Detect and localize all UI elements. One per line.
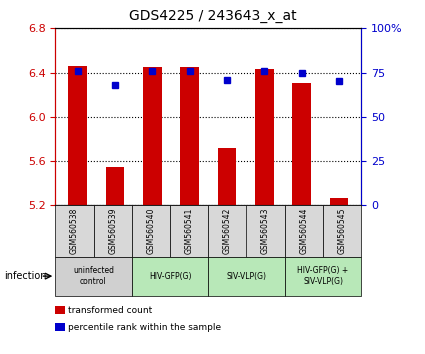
Bar — [106, 167, 124, 205]
Text: percentile rank within the sample: percentile rank within the sample — [68, 322, 221, 332]
Text: GSM560544: GSM560544 — [299, 208, 309, 254]
Text: HIV-GFP(G): HIV-GFP(G) — [149, 272, 191, 281]
Bar — [255, 69, 274, 205]
Text: GSM560538: GSM560538 — [70, 208, 79, 254]
Bar — [292, 82, 311, 205]
Text: GSM560539: GSM560539 — [108, 208, 117, 254]
Text: uninfected
control: uninfected control — [73, 267, 114, 286]
Text: GSM560545: GSM560545 — [337, 208, 347, 254]
Text: SIV-VLP(G): SIV-VLP(G) — [227, 272, 266, 281]
Bar — [180, 67, 199, 205]
Bar — [218, 148, 236, 205]
Bar — [143, 67, 162, 205]
Text: GSM560540: GSM560540 — [146, 208, 156, 254]
Text: GSM560542: GSM560542 — [223, 208, 232, 254]
Text: GSM560543: GSM560543 — [261, 208, 270, 254]
Text: GDS4225 / 243643_x_at: GDS4225 / 243643_x_at — [129, 9, 296, 23]
Text: HIV-GFP(G) +
SIV-VLP(G): HIV-GFP(G) + SIV-VLP(G) — [298, 267, 348, 286]
Text: transformed count: transformed count — [68, 306, 152, 315]
Text: infection: infection — [4, 271, 47, 281]
Text: GSM560541: GSM560541 — [184, 208, 194, 254]
Bar — [329, 198, 348, 205]
Bar — [68, 66, 87, 205]
